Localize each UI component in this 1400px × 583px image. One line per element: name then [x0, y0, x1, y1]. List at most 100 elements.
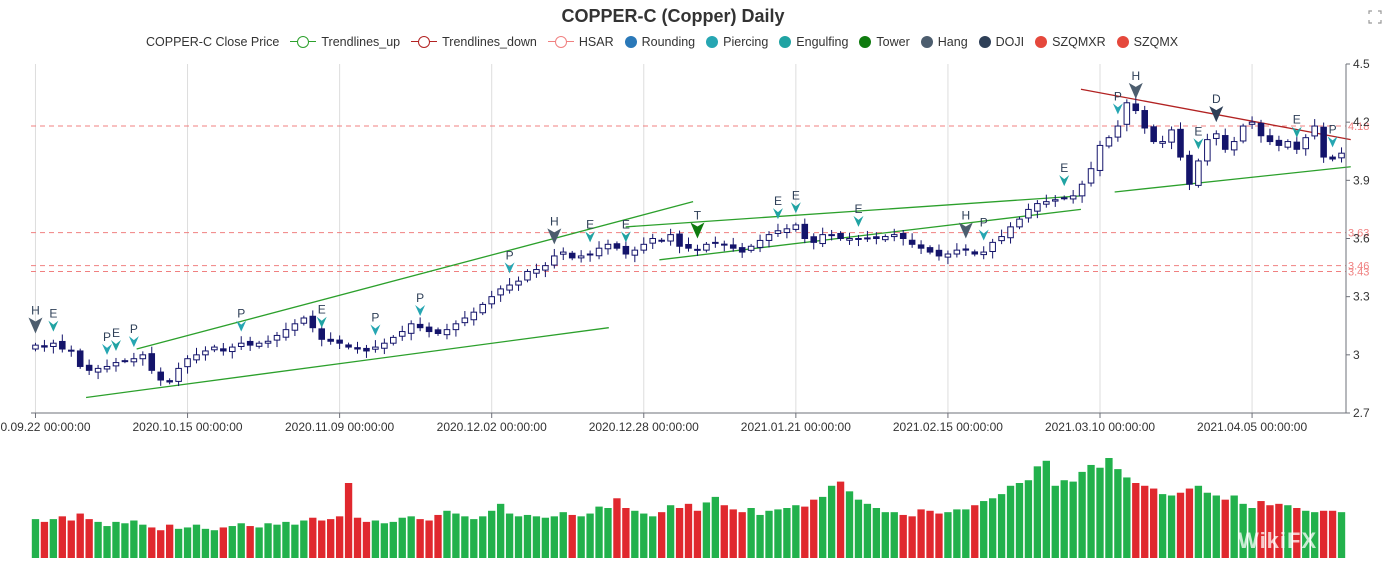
volume-bar: [899, 514, 907, 558]
candle-body: [220, 348, 227, 352]
legend-symbol: [706, 36, 719, 48]
candle-body: [551, 255, 558, 266]
candle-body: [1114, 125, 1122, 138]
candle-body: [685, 244, 692, 249]
legend-item[interactable]: SZQMX: [1116, 35, 1178, 49]
candle-body: [1311, 125, 1318, 137]
candle-body: [1177, 128, 1184, 158]
candle-body: [1204, 139, 1211, 162]
candle-body: [193, 354, 200, 361]
volume-bar: [246, 526, 254, 558]
legend-item[interactable]: DOJI: [978, 35, 1025, 49]
legend-item[interactable]: HSAR: [547, 35, 614, 49]
volume-bar: [953, 509, 961, 558]
candle-body: [515, 280, 522, 286]
volume-bar: [827, 485, 836, 558]
volume-bar: [980, 501, 988, 558]
pattern-marker: E: [585, 217, 596, 243]
volume-bar: [729, 509, 737, 558]
legend-label: DOJI: [995, 35, 1025, 49]
candle-body: [1320, 126, 1327, 158]
volume-bar: [1239, 503, 1247, 558]
pattern-label: P: [371, 310, 379, 324]
candle-body: [1257, 122, 1265, 137]
x-tick-label: 2021.04.05 00:00:00: [1197, 420, 1307, 434]
y-tick-label: 3.3: [1353, 290, 1370, 304]
volume-bar: [890, 512, 898, 558]
pattern-pin: [790, 202, 801, 214]
candle-body: [622, 245, 630, 255]
pattern-pin: [128, 336, 139, 348]
volume-bar: [872, 508, 881, 558]
legend-item[interactable]: COPPER-C Close Price: [146, 35, 279, 49]
x-tick-label: 2021.03.10 00:00:00: [1045, 420, 1155, 434]
candle-body: [819, 234, 826, 245]
pattern-label: E: [112, 326, 120, 340]
pattern-marker: P: [236, 307, 247, 332]
candle-body: [1007, 226, 1014, 239]
x-tick-label: 2020.11.09 00:00:00: [285, 420, 395, 434]
candle-body: [792, 224, 800, 230]
candle-body: [980, 251, 987, 256]
volume-bar: [810, 499, 818, 558]
legend-item[interactable]: Trendlines_up: [290, 35, 400, 49]
pattern-label: P: [237, 307, 245, 321]
candle-body: [41, 345, 48, 348]
pattern-marker: T: [690, 209, 705, 239]
legend-symbol: [547, 36, 574, 48]
volume-bar: [1221, 499, 1229, 558]
pattern-marker: E: [48, 307, 59, 332]
candle-body: [94, 367, 102, 373]
trendline-up: [1114, 166, 1351, 193]
volume-bar: [631, 510, 639, 558]
legend-item[interactable]: Rounding: [624, 35, 695, 49]
candle-body: [917, 244, 925, 249]
candle-body: [1043, 201, 1050, 205]
candle-body: [1132, 103, 1140, 112]
pattern-label: H: [961, 209, 970, 223]
volume-bar: [496, 503, 505, 558]
legend-item[interactable]: SZQMXR: [1035, 35, 1106, 49]
volume-bar: [541, 517, 550, 558]
volume-bar: [1051, 485, 1059, 558]
legend-item[interactable]: Tower: [859, 35, 910, 49]
candle-body: [1016, 218, 1023, 228]
candle-body: [363, 347, 370, 352]
volume-bar: [1158, 494, 1167, 558]
trendlines: [85, 88, 1351, 399]
pattern-label: P: [103, 330, 111, 344]
candle-body: [372, 346, 379, 350]
candle-body: [488, 296, 495, 305]
legend-item[interactable]: Piercing: [706, 35, 768, 49]
candle-body: [345, 344, 352, 348]
volume-bar: [85, 519, 93, 558]
fullscreen-icon[interactable]: [1368, 10, 1382, 24]
candle-body: [774, 230, 782, 234]
pattern-label: E: [792, 188, 800, 202]
legend-item[interactable]: Engulfing: [779, 35, 848, 49]
y-tick-label: 4.2: [1353, 115, 1370, 129]
volume-bar: [1114, 469, 1122, 558]
candle-body: [32, 344, 39, 350]
pattern-label: E: [1194, 124, 1202, 138]
volume-bar: [237, 523, 245, 558]
pattern-label: E: [586, 217, 594, 231]
candle-body: [443, 329, 451, 336]
x-tick-label: 2021.02.15 00:00:00: [893, 420, 1003, 434]
volume-bar: [1105, 458, 1113, 558]
hsar-label: 3.43: [1348, 266, 1369, 278]
candle-body: [971, 251, 979, 255]
volume-bar: [926, 510, 934, 558]
pattern-label: P: [1114, 89, 1122, 103]
pattern-pin: [620, 231, 631, 243]
candles: [32, 96, 1345, 387]
candle-body: [327, 338, 334, 342]
pattern-marker: P: [1327, 122, 1338, 148]
legend-item[interactable]: Hang: [920, 35, 968, 49]
legend-item[interactable]: Trendlines_down: [411, 35, 537, 49]
legend-label: Trendlines_down: [442, 35, 537, 49]
volume-bar: [461, 516, 469, 558]
candle-body: [1329, 156, 1336, 160]
volume-bar: [1266, 505, 1274, 558]
volume-bar: [1042, 460, 1050, 558]
